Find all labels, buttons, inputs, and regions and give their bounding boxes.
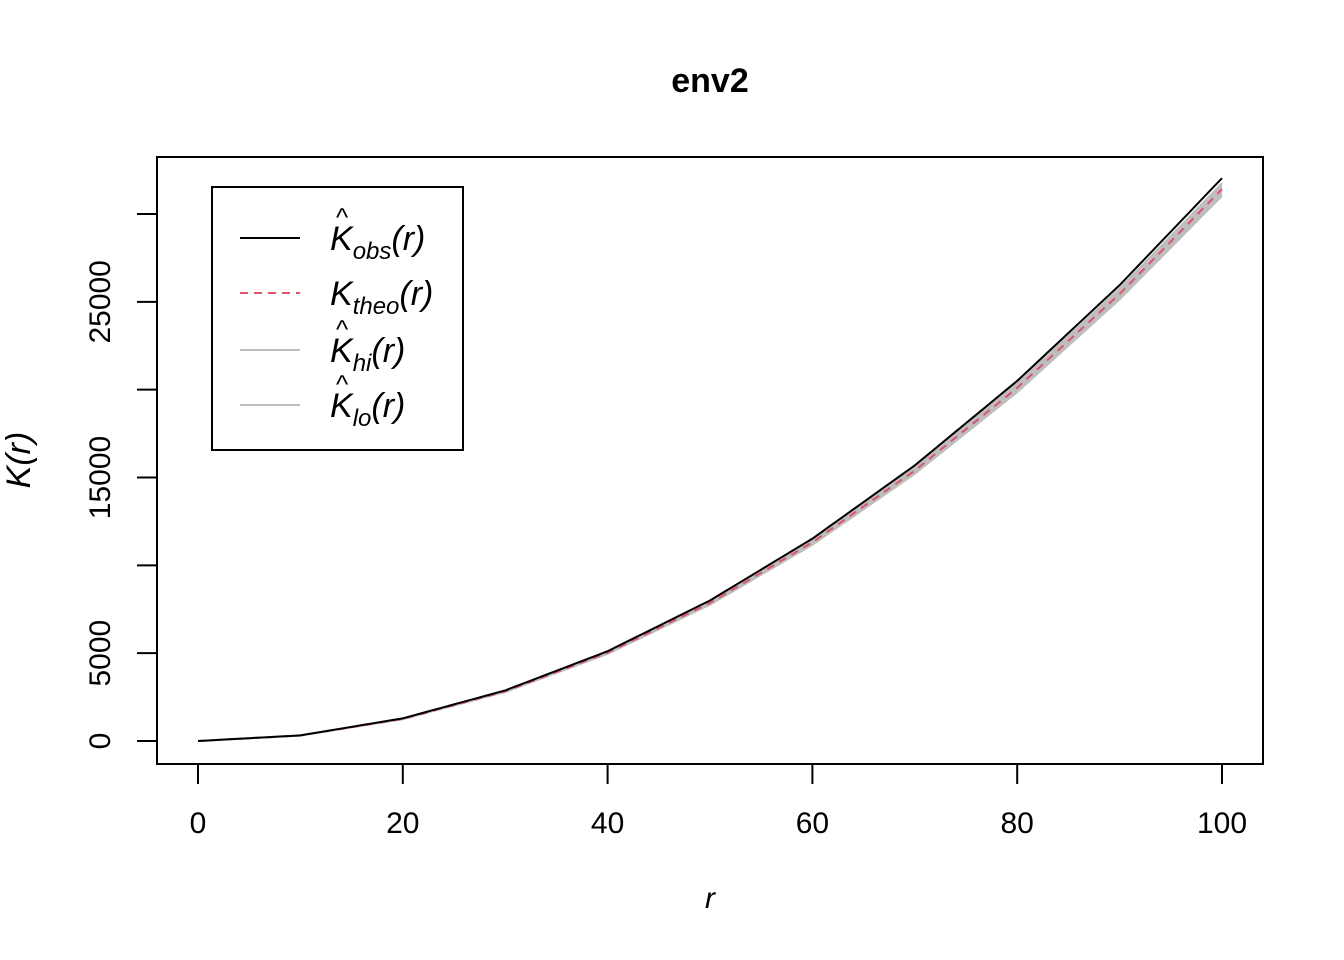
- y-axis: 0 5000 15000 25000: [84, 213, 158, 750]
- legend-label-obs: Kobs(r): [330, 220, 425, 265]
- y-tick-label: 5000: [84, 620, 117, 687]
- legend-hat-obs: ^: [336, 202, 349, 232]
- chart-title: env2: [671, 62, 749, 100]
- legend-label-theo: Ktheo(r): [330, 275, 433, 320]
- x-axis: 0 20 40 60 80 100: [190, 763, 1247, 840]
- y-tick-label: 15000: [84, 436, 117, 519]
- x-tick-label: 0: [190, 807, 207, 840]
- legend-entries: Kobs(r)^Ktheo(r)Khi(r)^Klo(r)^: [240, 202, 433, 432]
- y-axis-label: K(r): [0, 432, 38, 489]
- x-tick-label: 20: [386, 807, 419, 840]
- y-tick-label: 25000: [84, 260, 117, 343]
- x-tick-label: 100: [1197, 807, 1247, 840]
- x-tick-label: 40: [591, 807, 624, 840]
- legend-label-hi: Khi(r): [330, 332, 405, 377]
- legend-hat-hi: ^: [336, 314, 349, 344]
- series-line-obs: [197, 177, 1223, 742]
- y-tick-label: 0: [84, 733, 117, 750]
- legend: Kobs(r)^Ktheo(r)Khi(r)^Klo(r)^: [211, 186, 464, 451]
- legend-label-lo: Klo(r): [330, 387, 405, 432]
- legend-hat-lo: ^: [336, 369, 349, 399]
- x-tick-label: 60: [796, 807, 829, 840]
- x-axis-label: r: [705, 882, 716, 915]
- series-layer: [197, 177, 1223, 742]
- x-tick-label: 80: [1001, 807, 1034, 840]
- legend-box: [211, 186, 464, 451]
